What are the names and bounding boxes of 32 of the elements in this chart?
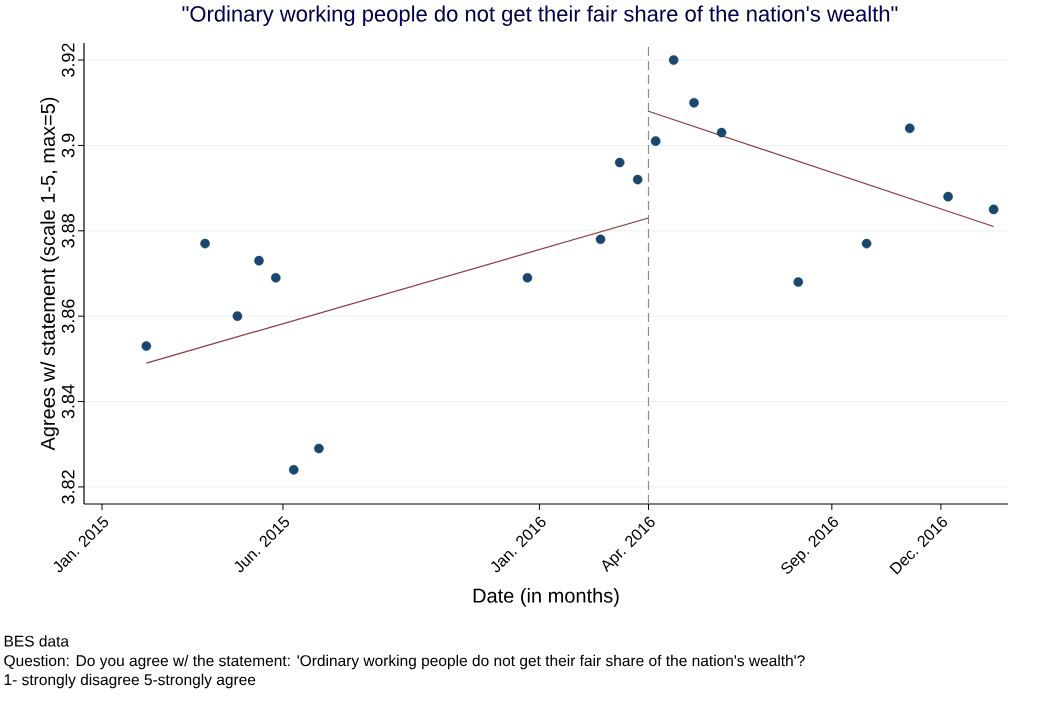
- point: [522, 272, 533, 283]
- point: [254, 255, 264, 266]
- point: [632, 174, 643, 185]
- point: [943, 191, 953, 202]
- y-tick-label: 3.9: [61, 133, 75, 158]
- point: [668, 55, 679, 65]
- y-tick-label: 3.82: [61, 470, 75, 504]
- point: [200, 238, 210, 249]
- point: [793, 277, 804, 287]
- point: [988, 204, 999, 215]
- text: Question: Do you agree w/ the statement: 'Ordinary working people do not get their fair share of the nation's wealth'?: [4, 654, 805, 670]
- point: [650, 136, 661, 146]
- y-axis-title: Agrees w/ statement (scale 1-5, max=5): [40, 97, 59, 451]
- text: 1- strongly disagree 5-strongly agree: [4, 673, 256, 689]
- point: [314, 443, 324, 454]
- point: [861, 238, 872, 249]
- chart-title: "Ordinary working people do not get their fair share of the nation's wealth": [182, 5, 898, 27]
- text: BES data: [4, 635, 70, 647]
- point: [716, 127, 727, 138]
- x-axis-title: Date (in months): [473, 588, 619, 607]
- point: [614, 157, 625, 168]
- point: [270, 272, 281, 283]
- point: [288, 465, 299, 475]
- point: [904, 123, 915, 134]
- y-tick-label: 3.84: [61, 384, 75, 419]
- point: [689, 97, 699, 108]
- point: [595, 234, 606, 245]
- y-tick-label: 3.92: [61, 43, 75, 77]
- y-tick-label: 3.88: [61, 214, 75, 248]
- y-tick-label: 3.86: [61, 299, 75, 333]
- point: [141, 341, 152, 351]
- point: [232, 311, 243, 321]
